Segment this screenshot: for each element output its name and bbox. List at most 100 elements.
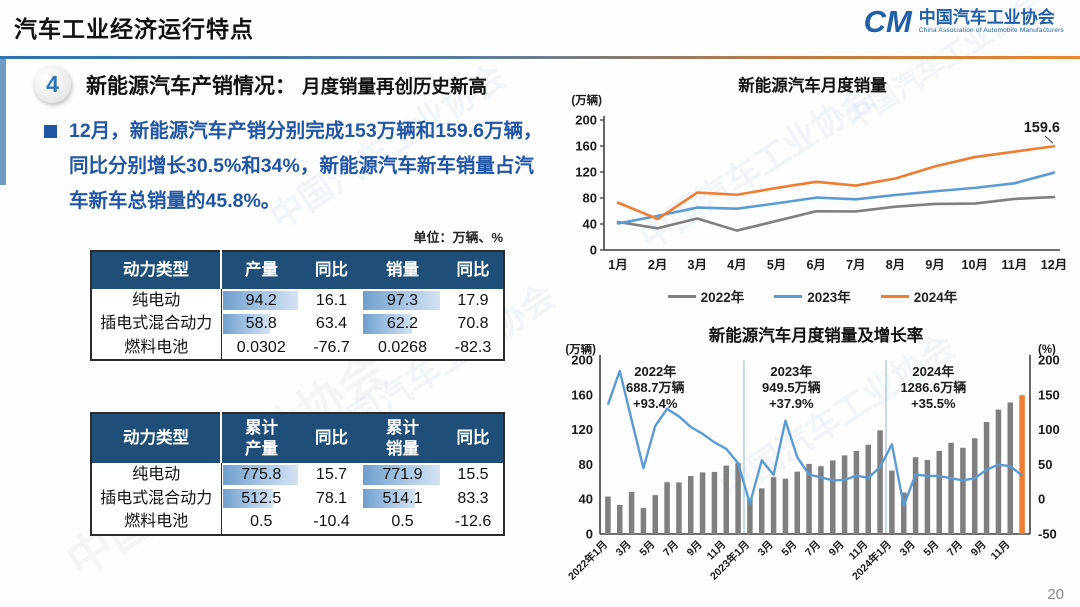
legend-swatch-icon: [774, 294, 803, 298]
svg-text:7月: 7月: [803, 539, 823, 559]
legend-swatch-icon: [667, 294, 696, 298]
power-type-cell: 燃料电池: [91, 335, 222, 361]
col-header: 累计 销量: [362, 413, 443, 464]
summary-text: 12月，新能源汽车产销分别完成153万辆和159.6万辆，同比分别增长30.5%…: [69, 120, 543, 213]
svg-text:11月: 11月: [1002, 258, 1028, 272]
svg-text:7月: 7月: [661, 539, 681, 559]
svg-text:5月: 5月: [767, 258, 786, 272]
svg-text:150: 150: [1038, 387, 1060, 402]
power-type-cell: 插电式混合动力: [91, 486, 222, 511]
svg-text:5月: 5月: [921, 539, 941, 559]
table-row: 燃料电池 0.5 -10.4 0.5 -12.6: [91, 510, 504, 535]
svg-text:7月: 7月: [846, 258, 865, 272]
svg-text:(%): (%): [1038, 344, 1056, 356]
section-heading: 新能源汽车产销情况： 月度销量再创历史新高: [86, 70, 487, 100]
col-header: 同比: [301, 251, 362, 289]
data-bar: [363, 290, 440, 311]
svg-text:0: 0: [586, 527, 593, 542]
yoy-cell: 78.1: [315, 489, 348, 507]
svg-text:200: 200: [1038, 353, 1060, 368]
yoy-cell: 15.7: [315, 466, 348, 484]
svg-text:5月: 5月: [779, 539, 799, 559]
svg-text:80: 80: [579, 457, 593, 472]
svg-text:1286.6万辆: 1286.6万辆: [900, 380, 966, 395]
sales-cell: 0.0268: [378, 338, 427, 356]
cumulative-production-cell: 0.5: [250, 513, 273, 531]
yoy-cell: 70.8: [457, 315, 489, 333]
chart-legend: 2022年 2023年 2024年: [560, 286, 1065, 306]
svg-text:3月: 3月: [898, 539, 918, 559]
legend-label: 2023年: [807, 290, 851, 305]
table-row: 插电式混合动力 512.5 78.1 514.1 83.3: [91, 486, 504, 511]
svg-text:2022年1月: 2022年1月: [565, 538, 610, 583]
svg-text:2023年: 2023年: [770, 364, 812, 379]
series-2023年: [616, 171, 1056, 225]
data-bar: [363, 488, 415, 509]
logo-org-name-cn: 中国汽车工业协会: [918, 7, 1055, 27]
yoy-cell: 17.9: [457, 291, 489, 309]
svg-text:160: 160: [571, 387, 593, 402]
yoy-cell: -12.6: [454, 513, 492, 531]
page-number: 20: [1047, 586, 1064, 603]
logo-org-name-en: China Association of Automobile Manufact…: [918, 27, 1064, 35]
svg-text:949.5万辆: 949.5万辆: [762, 380, 821, 395]
power-type-cell: 纯电动: [91, 288, 222, 313]
svg-text:12月: 12月: [1041, 258, 1067, 272]
data-bar: [222, 465, 299, 485]
series-2022年: [616, 195, 1056, 232]
cumulative-production-sales-table: 动力类型 累计 产量 同比 累计 销量 同比 纯电动 775.8 15.7 77…: [90, 412, 505, 536]
col-header: 同比: [443, 413, 504, 464]
cumulative-sales-cell: 514.1: [362, 487, 443, 511]
legend-item-2024年: 2024年: [880, 286, 957, 306]
svg-text:7月: 7月: [945, 539, 965, 559]
legend-swatch-icon: [880, 294, 909, 298]
bullet-square-icon: [44, 125, 57, 138]
svg-text:5月: 5月: [637, 539, 657, 559]
data-bar: [222, 290, 299, 311]
legend-item-2023年: 2023年: [774, 286, 851, 306]
legend-label: 2022年: [700, 290, 745, 305]
header-divider: [0, 56, 1080, 59]
svg-text:40: 40: [579, 492, 593, 507]
cumulative-sales-cell: 0.5: [391, 513, 414, 531]
caam-logo-text: 中国汽车工业协会 China Association of Automobile…: [918, 7, 1064, 35]
svg-text:6月: 6月: [806, 258, 825, 272]
cumulative-production-cell: 512.5: [221, 487, 301, 511]
col-header: 同比: [301, 413, 362, 464]
svg-text:11月: 11月: [989, 539, 1013, 563]
section-subtitle: 月度销量再创历史新高: [302, 76, 488, 97]
axes: 0 40 80 120 160 200 (万辆) 1月 2月 3月 4月 5月 6月 7月 8月 9月 10月 1…: [571, 93, 1067, 272]
caam-logo: CM 中国汽车工业协会 China Association of Automob…: [864, 6, 1064, 37]
series-2024年: [616, 144, 1056, 221]
table-header-row: 动力类型 累计 产量 同比 累计 销量 同比: [91, 413, 504, 464]
section-number-badge: 4: [34, 66, 71, 103]
svg-text:200: 200: [575, 113, 597, 128]
svg-text:8月: 8月: [886, 258, 905, 272]
table-row: 纯电动 94.2 16.1 97.3 17.9: [91, 288, 504, 313]
data-label-annotation: 159.6: [1024, 120, 1060, 144]
svg-text:3月: 3月: [614, 539, 634, 559]
sales-cell: 97.3: [362, 289, 443, 313]
growth-rate-line: [606, 369, 1023, 507]
section-title: 新能源汽车产销情况：: [86, 75, 296, 98]
cumulative-sales-cell: 771.9: [362, 463, 443, 487]
svg-text:3月: 3月: [756, 539, 776, 559]
svg-text:(万辆): (万辆): [571, 93, 602, 107]
yoy-cell: 83.3: [457, 489, 489, 507]
svg-text:120: 120: [575, 165, 597, 180]
data-bar: [222, 488, 273, 509]
year-separators: [743, 360, 887, 534]
data-bar: [363, 465, 440, 485]
yoy-cell: -82.3: [454, 338, 492, 356]
svg-text:50: 50: [1038, 457, 1052, 472]
svg-text:120: 120: [571, 422, 593, 437]
table-row: 纯电动 775.8 15.7 771.9 15.5: [91, 463, 504, 487]
table-row: 燃料电池 0.0302 -76.7 0.0268 -82.3: [91, 335, 504, 361]
svg-text:2022年: 2022年: [634, 364, 676, 379]
svg-text:10月: 10月: [962, 258, 988, 272]
